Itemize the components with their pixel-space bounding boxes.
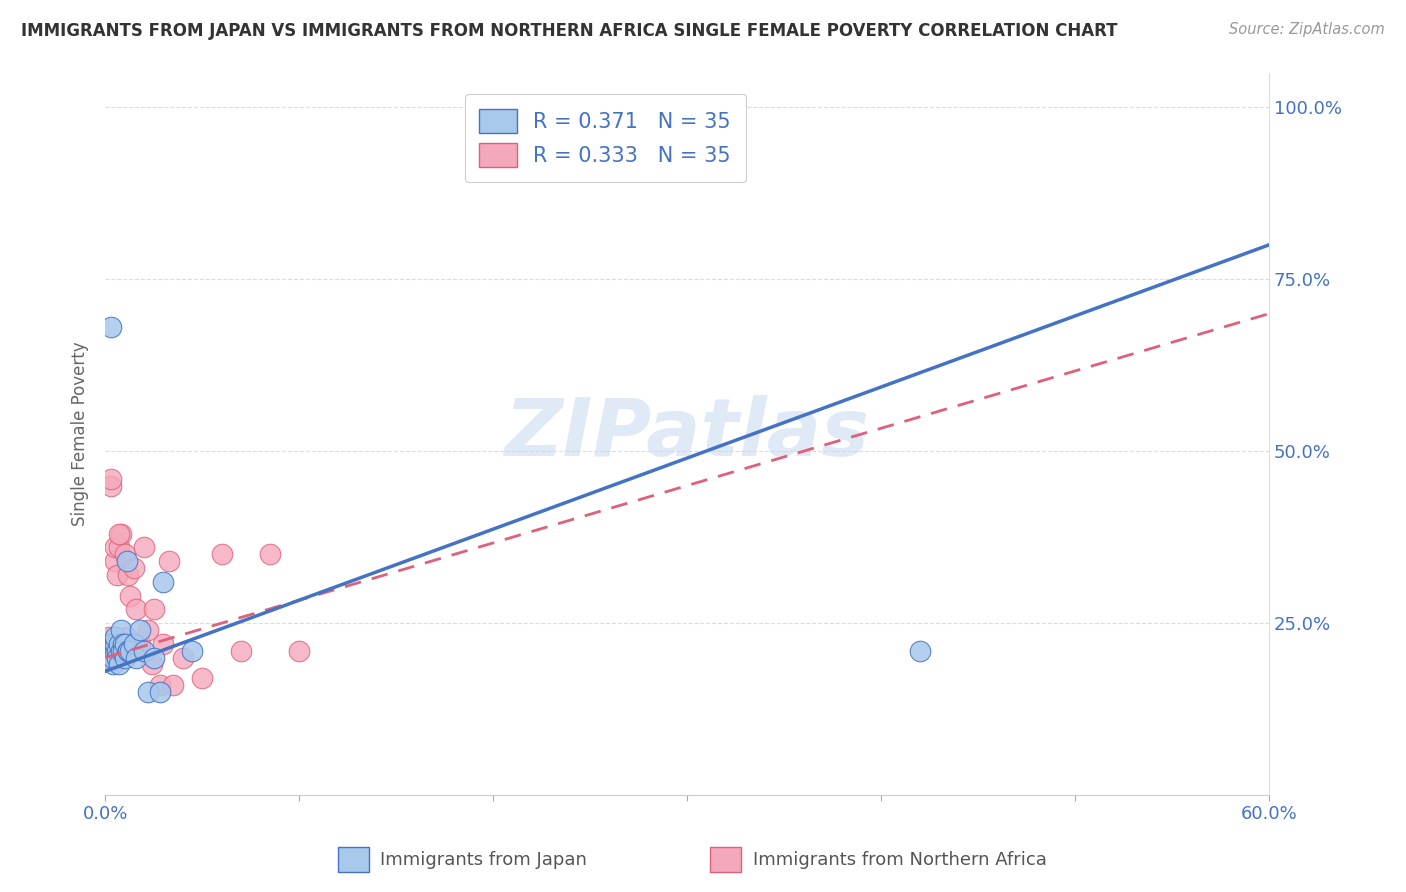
- Point: [96, 637, 118, 651]
- Text: Immigrants from Northern Africa: Immigrants from Northern Africa: [752, 851, 1046, 869]
- Point: [101, 657, 124, 672]
- Point: [101, 650, 124, 665]
- Point: [259, 547, 281, 561]
- Point: [152, 574, 174, 589]
- Point: [132, 643, 155, 657]
- Point: [110, 526, 132, 541]
- Point: [125, 602, 148, 616]
- Point: [100, 320, 122, 334]
- Point: [100, 637, 122, 651]
- Point: [124, 561, 146, 575]
- Point: [105, 643, 128, 657]
- Text: Source: ZipAtlas.com: Source: ZipAtlas.com: [1229, 22, 1385, 37]
- Point: [105, 568, 128, 582]
- Point: [142, 650, 165, 665]
- Point: [101, 637, 124, 651]
- Point: [172, 650, 194, 665]
- Point: [114, 637, 136, 651]
- Point: [117, 643, 139, 657]
- Point: [104, 554, 127, 568]
- Point: [114, 650, 136, 665]
- Point: [142, 602, 165, 616]
- Point: [129, 637, 152, 651]
- Point: [110, 643, 132, 657]
- Point: [104, 541, 127, 555]
- Point: [105, 650, 128, 665]
- Y-axis label: Single Female Poverty: Single Female Poverty: [72, 342, 89, 526]
- Point: [104, 630, 127, 644]
- Point: [136, 623, 159, 637]
- Point: [229, 643, 252, 657]
- Point: [124, 637, 146, 651]
- Point: [288, 643, 311, 657]
- Text: ZIPatlas: ZIPatlas: [505, 395, 869, 473]
- Point: [136, 685, 159, 699]
- Point: [908, 643, 931, 657]
- Point: [181, 643, 204, 657]
- Point: [115, 554, 138, 568]
- Point: [120, 643, 142, 657]
- Text: IMMIGRANTS FROM JAPAN VS IMMIGRANTS FROM NORTHERN AFRICA SINGLE FEMALE POVERTY C: IMMIGRANTS FROM JAPAN VS IMMIGRANTS FROM…: [21, 22, 1118, 40]
- Point: [117, 643, 139, 657]
- Point: [100, 478, 122, 492]
- Point: [107, 526, 129, 541]
- Point: [111, 643, 134, 657]
- Point: [104, 643, 127, 657]
- Point: [110, 643, 132, 657]
- Point: [141, 657, 163, 672]
- Point: [100, 472, 122, 486]
- Point: [148, 685, 170, 699]
- Point: [125, 650, 148, 665]
- Point: [104, 637, 127, 651]
- Point: [111, 637, 134, 651]
- Point: [148, 678, 170, 692]
- Point: [191, 671, 214, 685]
- Point: [111, 637, 134, 651]
- Point: [107, 657, 129, 672]
- Point: [211, 547, 233, 561]
- Point: [107, 541, 129, 555]
- Point: [98, 643, 121, 657]
- Point: [110, 623, 132, 637]
- Point: [117, 568, 139, 582]
- Point: [98, 630, 121, 644]
- Point: [132, 541, 155, 555]
- Point: [115, 630, 138, 644]
- Point: [101, 650, 124, 665]
- Text: Immigrants from Japan: Immigrants from Japan: [380, 851, 588, 869]
- Point: [162, 678, 184, 692]
- Legend: R = 0.371   N = 35, R = 0.333   N = 35: R = 0.371 N = 35, R = 0.333 N = 35: [465, 95, 745, 182]
- Point: [152, 637, 174, 651]
- Point: [114, 547, 136, 561]
- Point: [100, 643, 122, 657]
- Point: [107, 637, 129, 651]
- Point: [157, 554, 180, 568]
- Point: [96, 637, 118, 651]
- Point: [120, 589, 142, 603]
- Point: [98, 650, 121, 665]
- Point: [129, 623, 152, 637]
